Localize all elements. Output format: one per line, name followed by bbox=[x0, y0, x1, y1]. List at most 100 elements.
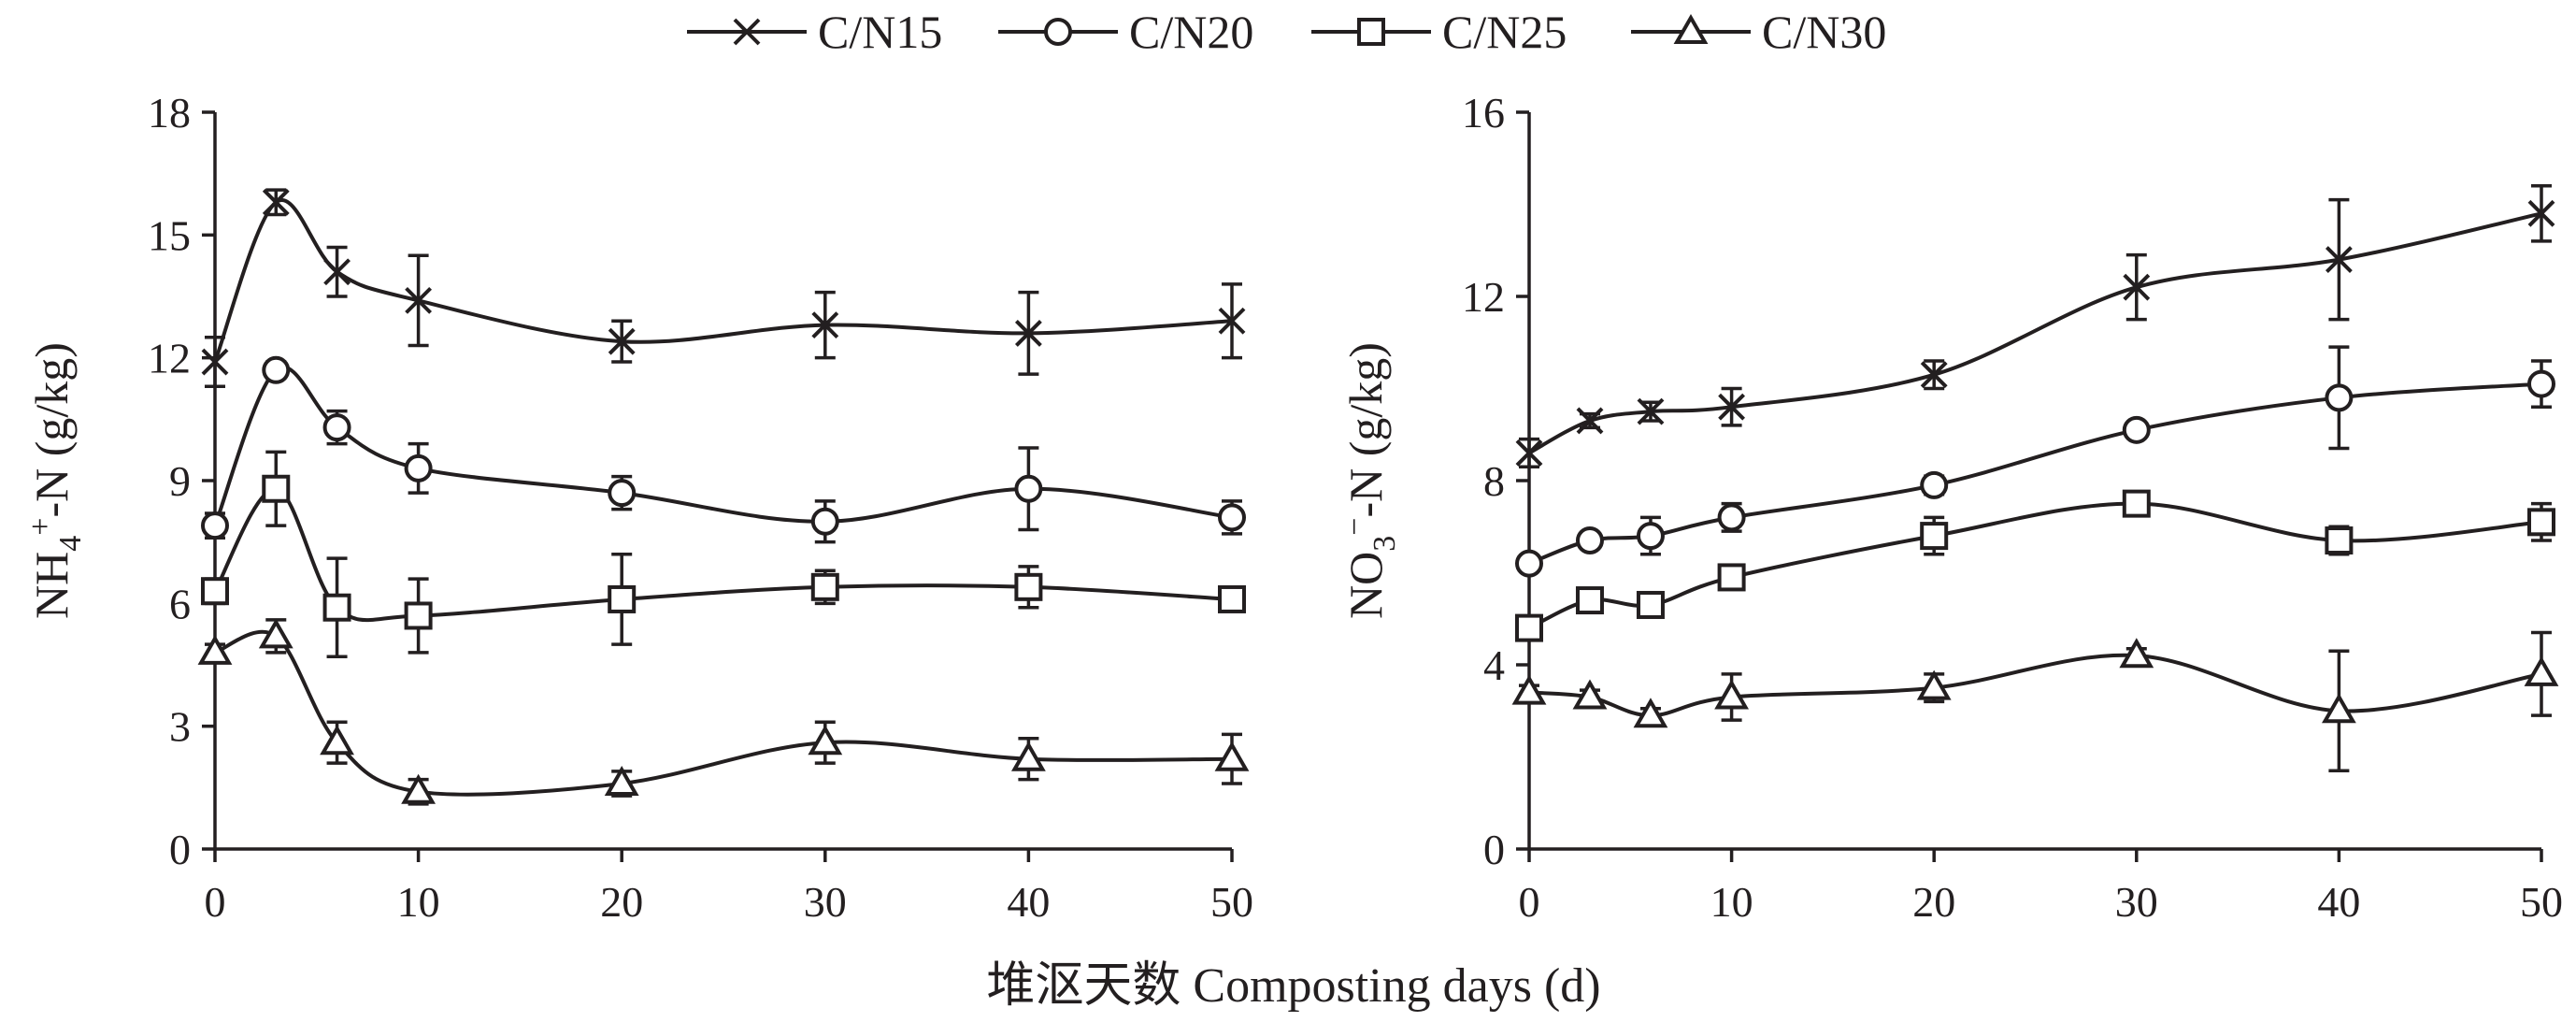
y-title-suffix: -N (g/kg) bbox=[1339, 342, 1392, 517]
series-line bbox=[214, 629, 1233, 797]
data-point-cross-stroke-b bbox=[1718, 393, 1746, 421]
y-tick-label: 3 bbox=[169, 703, 191, 751]
data-point-cross-stroke-b bbox=[1576, 407, 1604, 435]
data-point-circle bbox=[1014, 474, 1043, 503]
data-point-cross bbox=[1920, 361, 1948, 389]
data-point-cross bbox=[1014, 319, 1042, 347]
data-point-square bbox=[2122, 489, 2151, 518]
data-point-cross bbox=[2527, 199, 2555, 227]
legend-marker-circle bbox=[1044, 18, 1072, 46]
data-point-cross-stroke-b bbox=[1014, 319, 1042, 347]
data-point-square bbox=[201, 577, 229, 606]
x-tick-label: 30 bbox=[2115, 878, 2158, 926]
data-point-cross-stroke-b bbox=[608, 327, 636, 355]
y-title-base: NO bbox=[1339, 552, 1392, 619]
data-point-triangle bbox=[2321, 693, 2356, 724]
x-tick-label: 20 bbox=[600, 878, 643, 926]
y-tick-label: 9 bbox=[169, 457, 191, 505]
data-point-triangle bbox=[320, 725, 354, 756]
data-point-triangle bbox=[1633, 698, 1668, 728]
y-tick-label: 12 bbox=[1462, 273, 1505, 321]
data-point-triangle bbox=[258, 618, 293, 649]
series-line bbox=[213, 198, 1233, 363]
legend: C/N15 C/N20 C/N25 C/N30 bbox=[687, 6, 1886, 58]
legend-label: C/N20 bbox=[1129, 6, 1253, 58]
data-point-cross bbox=[1576, 407, 1604, 435]
data-point-circle bbox=[1920, 470, 1949, 499]
data-point-square bbox=[322, 593, 351, 622]
data-point-circle bbox=[2325, 383, 2354, 412]
legend-item: C/N30 bbox=[1631, 6, 1886, 58]
series-circle bbox=[201, 355, 1246, 544]
series-line bbox=[213, 486, 1233, 623]
series-line bbox=[213, 365, 1233, 526]
data-point-cross bbox=[323, 258, 351, 286]
data-point-cross bbox=[1515, 439, 1543, 467]
data-point-cross bbox=[608, 327, 636, 355]
data-point-square bbox=[1218, 584, 1246, 613]
data-point-circle bbox=[2527, 369, 2555, 398]
legend-label: C/N25 bbox=[1442, 6, 1567, 58]
data-point-cross-stroke-b bbox=[405, 286, 433, 314]
y-tick-label: 0 bbox=[169, 826, 191, 873]
data-point-cross-stroke-b bbox=[1515, 439, 1543, 467]
data-point-cross-stroke-b bbox=[262, 188, 290, 216]
data-point-triangle bbox=[604, 765, 639, 797]
y-title-superscript: − bbox=[1338, 518, 1372, 536]
x-tick-label: 0 bbox=[205, 878, 226, 926]
y-title-subscript: 4 bbox=[53, 536, 88, 552]
y-tick-label: 15 bbox=[148, 211, 191, 259]
data-point-triangle bbox=[1572, 679, 1608, 710]
data-point-cross-stroke-b bbox=[1218, 307, 1246, 335]
x-tick-label: 40 bbox=[1007, 878, 1050, 926]
data-point-cross-stroke-b bbox=[1920, 361, 1948, 389]
data-point-cross bbox=[1637, 397, 1665, 425]
data-point-circle bbox=[1218, 503, 1246, 532]
data-point-circle bbox=[608, 479, 637, 508]
data-point-cross bbox=[811, 311, 839, 339]
data-point-square bbox=[1575, 586, 1604, 615]
data-point-cross bbox=[262, 188, 290, 216]
data-point-circle bbox=[2122, 415, 2151, 444]
data-point-triangle bbox=[1714, 679, 1750, 710]
data-point-circle bbox=[322, 413, 351, 442]
legend-marker-cross-stroke-b bbox=[733, 18, 761, 46]
data-point-circle bbox=[201, 511, 229, 540]
series-circle bbox=[1515, 345, 2555, 578]
chart-nitrate: 0 4 8 12 16 0 10 20 30 40 50 NO3−-N (g/kg) bbox=[1338, 89, 2563, 926]
y-axis-title: NO3−-N (g/kg) bbox=[1338, 342, 1402, 619]
data-point-cross bbox=[2123, 273, 2151, 301]
data-point-cross-stroke-b bbox=[1637, 397, 1665, 425]
data-point-circle bbox=[262, 355, 291, 384]
legend-marker-triangle bbox=[1673, 14, 1709, 45]
data-point-cross-stroke-b bbox=[201, 348, 229, 376]
series-triangle bbox=[197, 618, 1250, 806]
data-point-triangle bbox=[1916, 669, 1952, 700]
data-point-cross bbox=[2325, 246, 2353, 274]
chart-ammonium: 0 3 6 9 12 15 18 0 10 20 30 40 50 NH4+-N (g/kg) bbox=[23, 89, 1253, 926]
y-tick-label: 0 bbox=[1483, 826, 1505, 873]
series-cross bbox=[1515, 184, 2555, 468]
data-point-square bbox=[608, 584, 637, 613]
series-square bbox=[201, 450, 1246, 658]
legend-item: C/N20 bbox=[998, 6, 1253, 58]
data-point-triangle bbox=[2524, 655, 2559, 686]
x-axis-title: 堆沤天数 Composting days (d) bbox=[986, 959, 1600, 1013]
legend-marker-square bbox=[1357, 18, 1385, 46]
data-point-square bbox=[1515, 613, 1543, 642]
series-square bbox=[1515, 489, 2555, 642]
data-point-triangle bbox=[197, 634, 233, 665]
y-tick-label: 4 bbox=[1483, 641, 1505, 689]
data-point-triangle bbox=[1511, 674, 1547, 705]
series-line bbox=[1528, 501, 2542, 630]
y-title-superscript: + bbox=[23, 518, 58, 536]
data-point-cross bbox=[201, 348, 229, 376]
data-point-cross bbox=[1218, 307, 1246, 335]
series-line bbox=[1528, 653, 2542, 718]
legend-label: C/N15 bbox=[818, 6, 942, 58]
data-point-circle bbox=[404, 453, 433, 482]
x-tick-label: 0 bbox=[1519, 878, 1540, 926]
legend-item: C/N25 bbox=[1311, 6, 1567, 58]
data-point-circle bbox=[810, 507, 839, 536]
